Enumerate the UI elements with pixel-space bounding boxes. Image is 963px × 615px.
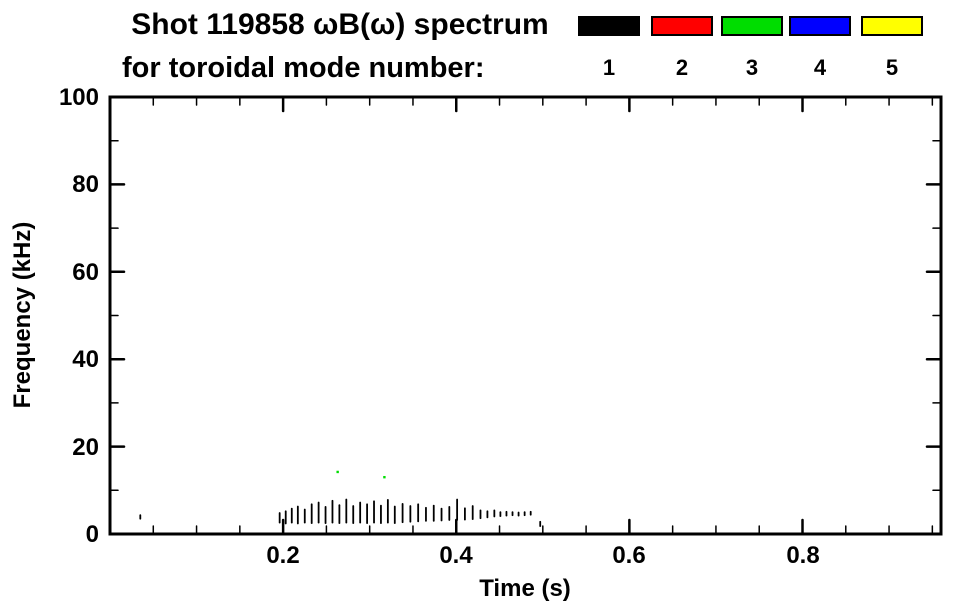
x-axis-label: Time (s) [479,575,571,602]
y-tick-label: 40 [72,346,99,373]
legend-swatch-mode-1 [578,16,640,36]
legend-mode-number: 1 [602,55,616,80]
plot-frame [108,95,943,536]
legend-swatch-mode-2 [651,16,713,36]
x-tick-label: 0.4 [439,542,473,569]
data-marks [139,470,542,528]
legend-mode-number: 5 [885,55,899,80]
y-tick-label: 60 [72,259,99,286]
y-axis-label: Frequency (kHz) [9,222,36,409]
x-tick-label: 0.2 [266,542,299,569]
x-tick-label: 0.6 [612,542,645,569]
legend-swatch-mode-3 [721,16,783,36]
y-tick-label: 20 [72,434,99,461]
y-tick-label: 80 [72,171,99,198]
legend-mode-number: 2 [675,55,689,80]
plot-title-line2: for toroidal mode number: [122,52,485,84]
plot-title-line1: Shot 119858 ωB(ω) spectrum [131,8,549,41]
legend-mode-number: 4 [813,55,827,80]
x-tick-label: 0.8 [786,542,819,569]
y-tick-label: 0 [86,521,99,548]
tick-marks [109,95,942,536]
legend-mode-number: 3 [745,55,759,80]
legend-swatch-mode-4 [789,16,851,36]
legend-swatch-mode-5 [861,16,923,36]
y-tick-label: 100 [59,84,99,111]
